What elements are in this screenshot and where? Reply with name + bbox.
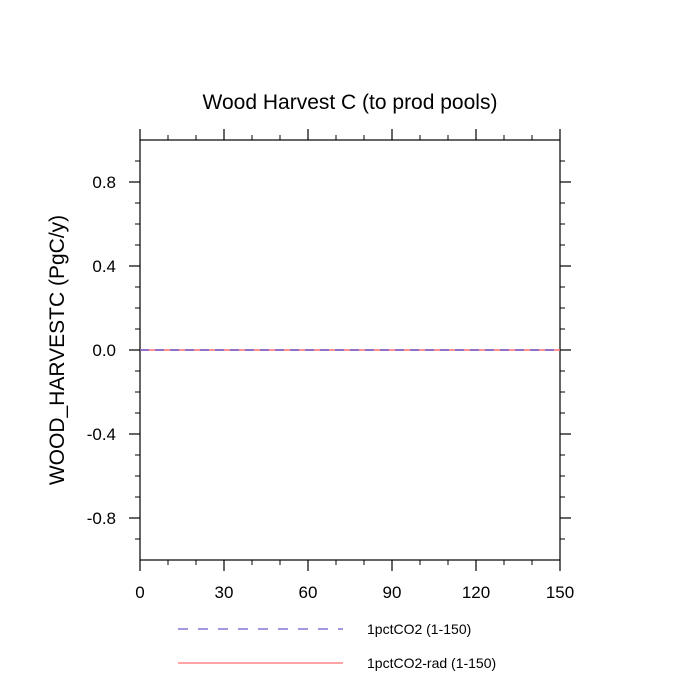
legend: 1pctCO2 (1-150) 1pctCO2-rad (1-150)	[178, 621, 496, 671]
x-tick-label: 60	[299, 583, 318, 602]
y-tick-label: 0.4	[92, 257, 116, 276]
y-tick-label: -0.4	[87, 425, 116, 444]
y-axis-label: WOOD_HARVESTC (PgC/y)	[46, 215, 69, 485]
legend-label-1: 1pctCO2-rad (1-150)	[367, 655, 496, 671]
chart-title: Wood Harvest C (to prod pools)	[203, 91, 498, 114]
x-tick-label: 30	[215, 583, 234, 602]
y-tick-label: -0.8	[87, 509, 116, 528]
x-tick-label: 0	[135, 583, 144, 602]
y-tick-label: 0.8	[92, 173, 116, 192]
legend-label-0: 1pctCO2 (1-150)	[367, 621, 471, 637]
y-tick-label: 0.0	[92, 341, 116, 360]
x-tick-label: 120	[462, 583, 490, 602]
axes: 0 30 60 90 120 150 -0.8 -0.4 0.0 0.4 0.8	[87, 129, 574, 602]
x-tick-label: 150	[546, 583, 574, 602]
x-tick-label: 90	[383, 583, 402, 602]
